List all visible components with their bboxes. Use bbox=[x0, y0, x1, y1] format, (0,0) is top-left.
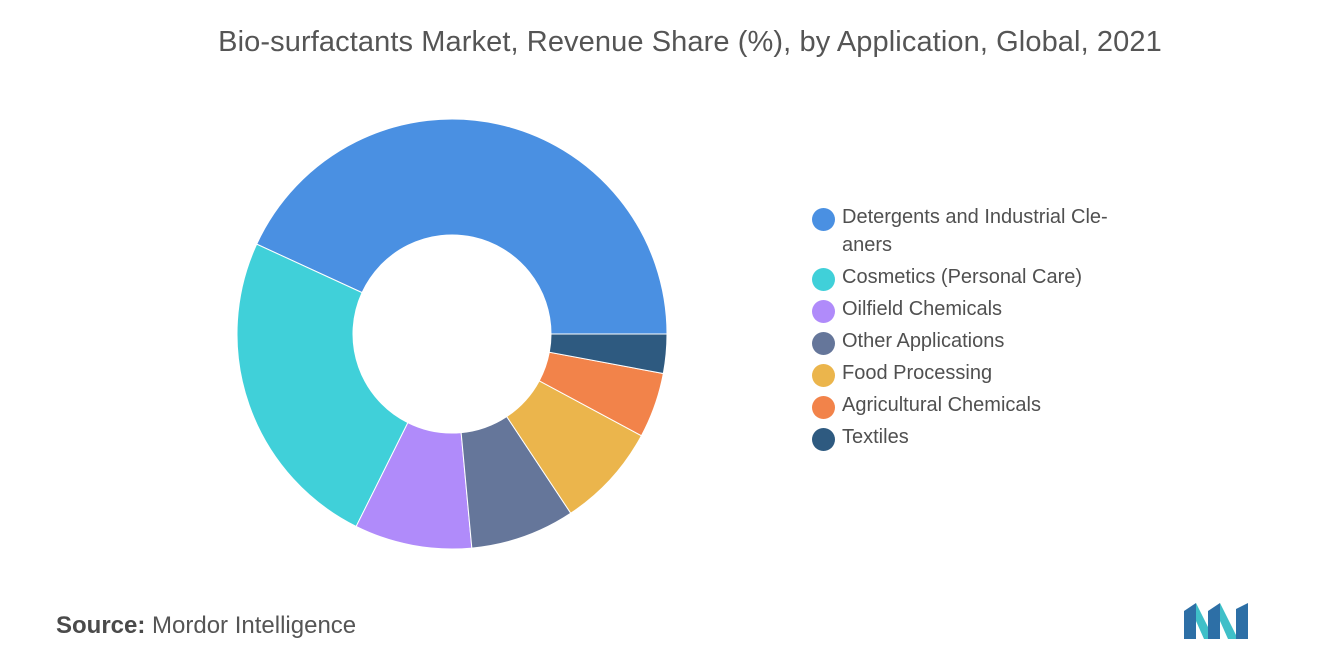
donut-slice-7 bbox=[548, 333, 668, 375]
legend-label: Agricultural Chemicals bbox=[842, 394, 1041, 416]
legend-item: Agricultural Chemicals bbox=[812, 391, 1172, 419]
legend-item: Food Processing bbox=[812, 359, 1172, 387]
legend-label: aners bbox=[842, 234, 893, 256]
legend-item: Detergents and Industrial Cle-aners bbox=[812, 203, 1142, 259]
legend-item: Other Applications bbox=[812, 327, 1172, 355]
source-note: Source: Mordor Intelligence bbox=[56, 612, 356, 640]
chart-title: Bio-surfactants Market, Revenue Share (%… bbox=[218, 26, 1162, 58]
legend-item: Oilfield Chemicals bbox=[812, 295, 1172, 323]
legend-swatch bbox=[812, 300, 835, 323]
source-text: Mordor Intelligence bbox=[152, 612, 357, 639]
legend-swatch bbox=[812, 364, 835, 387]
legend-label: Detergents and Industrial Cle- bbox=[842, 206, 1108, 228]
donut-slice-2 bbox=[236, 243, 409, 528]
legend-label: Other Applications bbox=[842, 330, 1005, 352]
donut-slice-1 bbox=[256, 118, 668, 335]
legend-swatch bbox=[812, 332, 835, 355]
legend-swatch bbox=[812, 396, 835, 419]
legend-item: Textiles bbox=[812, 423, 1172, 451]
legend-label: Food Processing bbox=[842, 362, 993, 384]
chart-legend: Detergents and Industrial Cle-aners Cosme… bbox=[812, 203, 1172, 455]
legend-swatch bbox=[812, 208, 835, 231]
legend-swatch bbox=[812, 268, 835, 291]
legend-label: Textiles bbox=[842, 426, 909, 448]
legend-label: Oilfield Chemicals bbox=[842, 298, 1003, 320]
legend-label: Cosmetics (Personal Care) bbox=[842, 266, 1083, 288]
legend-swatch bbox=[812, 428, 835, 451]
legend-item: Cosmetics (Personal Care) bbox=[812, 263, 1172, 291]
source-label: Source: bbox=[56, 612, 146, 639]
mordor-intelligence-logo-icon bbox=[1184, 603, 1248, 639]
